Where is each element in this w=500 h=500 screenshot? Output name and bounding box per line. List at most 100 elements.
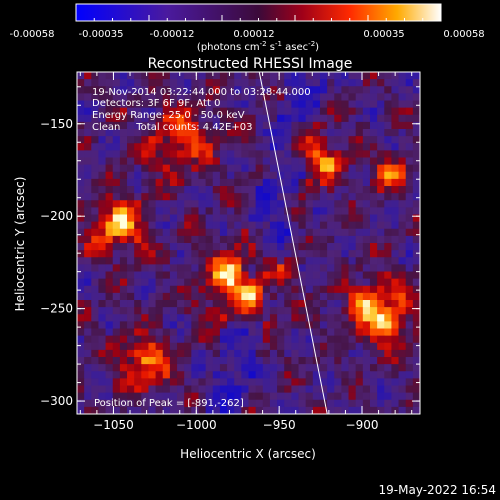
heatmap-pixel — [334, 371, 342, 379]
heatmap-pixel — [405, 406, 414, 414]
heatmap-pixel — [212, 228, 221, 237]
heatmap-pixel — [119, 292, 128, 301]
heatmap-pixel — [262, 292, 271, 301]
heatmap-pixel — [348, 278, 357, 287]
heatmap-pixel — [91, 107, 99, 116]
heatmap-pixel — [234, 335, 242, 344]
heatmap-pixel — [262, 364, 271, 372]
heatmap-pixel — [355, 371, 364, 379]
heatmap-pixel — [112, 93, 121, 101]
heatmap-pixel — [227, 349, 235, 358]
heatmap-pixel — [319, 257, 328, 265]
heatmap-pixel — [384, 157, 392, 166]
heatmap-pixel — [169, 200, 178, 208]
heatmap-pixel — [241, 107, 249, 116]
heatmap-pixel — [248, 93, 257, 101]
heatmap-pixel — [227, 79, 235, 87]
heatmap-pixel — [205, 357, 214, 365]
heatmap-pixel — [184, 79, 192, 87]
heatmap-pixel — [327, 243, 335, 251]
heatmap-pixel — [234, 107, 242, 116]
heatmap-pixel — [148, 300, 157, 308]
heatmap-pixel — [177, 314, 185, 322]
heatmap-pixel — [98, 271, 106, 280]
heatmap-pixel — [84, 143, 92, 151]
heatmap-pixel — [227, 328, 235, 337]
heatmap-pixel — [334, 193, 342, 201]
heatmap-pixel — [305, 278, 314, 287]
heatmap-pixel — [319, 292, 328, 301]
heatmap-pixel — [362, 335, 371, 344]
heatmap-pixel — [234, 200, 242, 208]
heatmap-pixel — [184, 129, 192, 137]
heatmap-pixel — [134, 399, 142, 408]
heatmap-pixel — [184, 200, 192, 208]
heatmap-pixel — [127, 378, 135, 386]
heatmap-pixel — [348, 392, 357, 401]
heatmap-pixel — [269, 314, 278, 322]
heatmap-pixel — [105, 271, 114, 280]
heatmap-pixel — [369, 100, 378, 109]
heatmap-pixel — [298, 349, 307, 358]
heatmap-pixel — [127, 392, 135, 401]
heatmap-pixel — [219, 235, 228, 244]
heatmap-pixel — [269, 335, 278, 344]
heatmap-pixel — [391, 250, 399, 258]
heatmap-pixel — [327, 292, 335, 301]
heatmap-pixel — [255, 200, 264, 208]
heatmap-pixel — [391, 307, 399, 315]
heatmap-pixel — [148, 335, 157, 344]
heatmap-pixel — [112, 357, 121, 365]
heatmap-pixel — [148, 114, 157, 123]
heatmap-pixel — [369, 214, 378, 223]
heatmap-pixel — [312, 264, 321, 272]
heatmap-pixel — [219, 307, 228, 315]
heatmap-pixel — [284, 250, 292, 258]
heatmap-pixel — [327, 186, 335, 194]
heatmap-pixel — [112, 79, 121, 87]
heatmap-pixel — [391, 200, 399, 208]
heatmap-pixel — [98, 264, 106, 272]
heatmap-pixel — [341, 136, 349, 144]
heatmap-pixel — [277, 335, 285, 344]
heatmap-pixel — [134, 314, 142, 322]
heatmap-pixel — [334, 228, 342, 237]
heatmap-pixel — [191, 257, 199, 265]
heatmap-pixel — [412, 285, 420, 294]
heatmap-pixel — [205, 136, 214, 144]
heatmap-pixel — [141, 214, 149, 223]
heatmap-pixel — [255, 207, 264, 215]
heatmap-pixel — [334, 378, 342, 386]
heatmap-pixel — [305, 342, 314, 351]
heatmap-pixel — [169, 221, 178, 230]
heatmap-pixel — [284, 264, 292, 272]
heatmap-pixel — [241, 129, 249, 137]
heatmap-pixel — [262, 321, 271, 329]
heatmap-pixel — [112, 300, 121, 308]
heatmap-pixel — [234, 235, 242, 244]
heatmap-pixel — [234, 371, 242, 379]
heatmap-pixel — [119, 314, 128, 322]
heatmap-pixel — [127, 264, 135, 272]
heatmap-pixel — [77, 349, 85, 358]
heatmap-pixel — [148, 214, 157, 223]
heatmap-pixel — [284, 86, 292, 94]
heatmap-pixel — [198, 364, 207, 372]
heatmap-pixel — [405, 164, 414, 173]
heatmap-pixel — [119, 79, 128, 87]
heatmap-pixel — [212, 364, 221, 372]
heatmap-pixel — [255, 100, 264, 109]
heatmap-pixel — [369, 129, 378, 137]
heatmap-pixel — [327, 307, 335, 315]
heatmap-pixel — [377, 307, 385, 315]
heatmap-pixel — [162, 264, 171, 272]
heatmap-pixel — [405, 271, 414, 280]
heatmap-pixel — [312, 79, 321, 87]
heatmap-pixel — [255, 121, 264, 130]
heatmap-pixel — [327, 86, 335, 94]
heatmap-pixel — [377, 121, 385, 130]
heatmap-pixel — [305, 392, 314, 401]
heatmap-pixel — [391, 178, 399, 187]
heatmap-pixel — [155, 86, 164, 94]
heatmap-pixel — [205, 186, 214, 194]
